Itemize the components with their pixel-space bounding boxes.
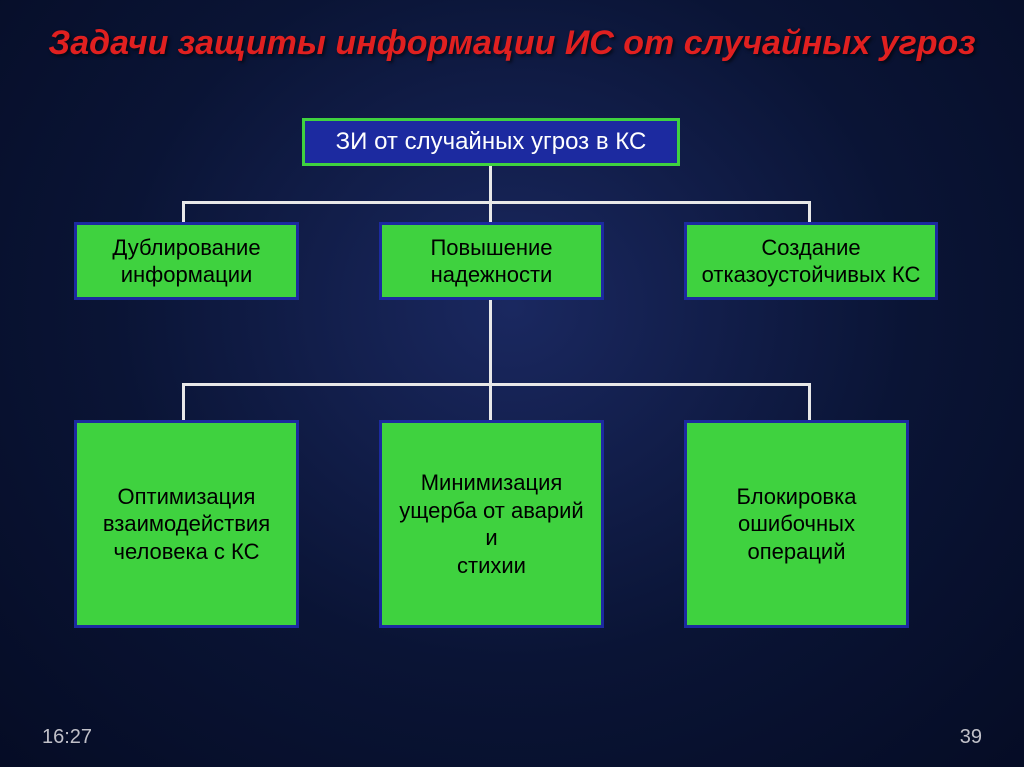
node-dup-label: Дублирование информации	[85, 234, 288, 289]
node-fail-label: Создание отказоустойчивых КС	[695, 234, 927, 289]
connector	[182, 383, 810, 386]
connector	[489, 166, 492, 201]
footer-time: 16:27	[42, 726, 92, 749]
node-root-label: ЗИ от случайных угроз в КС	[336, 127, 647, 157]
node-opt-label: Оптимизация взаимодействия человека с КС	[85, 483, 288, 566]
connector	[489, 383, 492, 420]
node-opt: Оптимизация взаимодействия человека с КС	[74, 420, 299, 628]
node-min-label: Минимизация ущерба от аварий и стихии	[390, 469, 593, 579]
node-min: Минимизация ущерба от аварий и стихии	[379, 420, 604, 628]
slide-title: Задачи защиты информации ИС от случайных…	[0, 22, 1024, 65]
node-fail: Создание отказоустойчивых КС	[684, 222, 938, 300]
connector	[489, 201, 492, 222]
node-blk-label: Блокировка ошибочных операций	[695, 483, 898, 566]
connector	[182, 201, 810, 204]
connector	[182, 383, 185, 420]
node-blk: Блокировка ошибочных операций	[684, 420, 909, 628]
connector	[489, 300, 492, 383]
node-rel-label: Повышение надежности	[390, 234, 593, 289]
footer-page: 39	[960, 726, 982, 749]
node-rel: Повышение надежности	[379, 222, 604, 300]
connector	[182, 201, 185, 222]
connector	[808, 201, 811, 222]
connector	[808, 383, 811, 420]
node-root: ЗИ от случайных угроз в КС	[302, 118, 680, 166]
node-dup: Дублирование информации	[74, 222, 299, 300]
